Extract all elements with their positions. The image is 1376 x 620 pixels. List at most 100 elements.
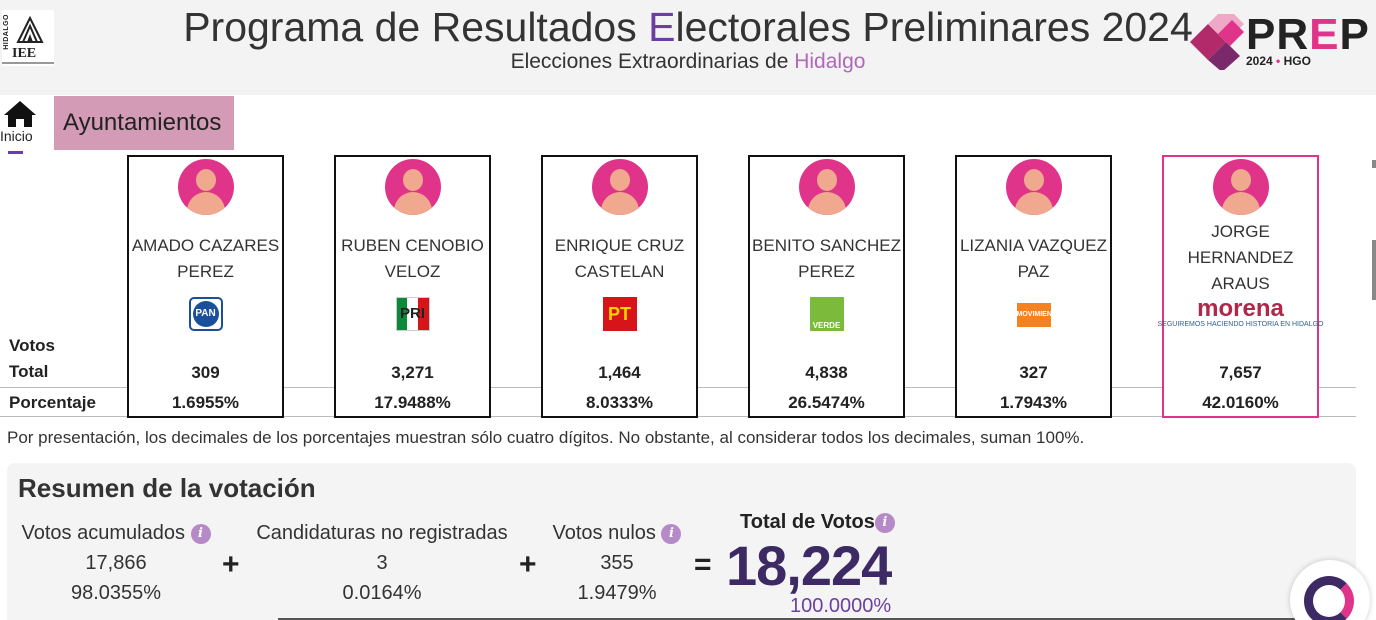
candidate-card-leading[interactable]: JORGE HERNANDEZ ARAUS morena SEGUIREMOS …	[1158, 155, 1323, 418]
candidate-card[interactable]: ENRIQUE CRUZ CASTELAN PT 1,464 8.0333%	[541, 155, 698, 418]
candidate-votes: 309	[191, 363, 220, 382]
avatar	[1212, 159, 1269, 215]
subtitle-part1: Elecciones Extraordinarias de	[510, 50, 795, 73]
summary-label: Votos nulos i	[550, 522, 684, 552]
candidate-percent: 1.6955%	[171, 393, 240, 412]
home-button[interactable]	[0, 100, 40, 150]
prep-state: HGO	[1283, 54, 1311, 68]
plus-sign: +	[222, 548, 240, 581]
candidate-percent: 8.0333%	[585, 393, 654, 412]
chat-assistant-button[interactable]	[1290, 560, 1370, 620]
page-subtitle: Elecciones Extraordinarias de Hidalgo	[0, 50, 1376, 74]
title-highlight: E	[648, 4, 676, 50]
candidate-percent: 26.5474%	[788, 393, 865, 412]
candidate-percent: 17.9488%	[374, 393, 451, 412]
candidate-votes: 4,838	[805, 363, 848, 382]
pan-logo-icon: PAN	[188, 297, 223, 331]
prep-subline: 2024 • HGO	[1246, 54, 1311, 68]
summary-votos-acumulados: Votos acumulados i 17,866 98.0355%	[18, 522, 214, 612]
row-label-votos: Votos	[9, 336, 55, 355]
percent-note: Por presentación, los decimales de los p…	[7, 428, 1085, 447]
home-active-indicator	[8, 151, 23, 154]
title-part2: lectorales Preliminares 2024	[675, 4, 1193, 50]
candidate-votes: 7,657	[1219, 363, 1262, 382]
avatar	[591, 159, 648, 215]
iee-emblem-icon	[16, 15, 44, 43]
acumulados-percent: 98.0355%	[70, 582, 162, 604]
home-label[interactable]: Inicio	[0, 128, 33, 144]
candidate-percent: 42.0160%	[1202, 393, 1279, 412]
movimiento-ciudadano-logo-icon: MOVIMIENTO CIUDADANO	[1016, 303, 1061, 342]
prep-word-p: P	[1339, 10, 1370, 59]
nulos-percent: 1.9479%	[577, 582, 657, 604]
candidate-percent: 1.7943%	[999, 393, 1068, 412]
avatar	[1005, 159, 1062, 215]
pan-logo-text: PAN	[192, 301, 219, 327]
info-icon[interactable]: i	[874, 513, 895, 533]
vote-summary-panel	[7, 463, 1356, 620]
no-registradas-label: Candidaturas no registradas	[256, 522, 508, 544]
prep-wordmark: PREP	[1246, 10, 1370, 60]
nulos-label: Votos nulos	[552, 522, 656, 544]
row-label-total: Total	[9, 362, 49, 381]
candidate-name: BENITO SANCHEZ PEREZ	[752, 236, 901, 281]
home-icon	[4, 101, 36, 127]
summary-votos-nulos: Votos nulos i 355 1.9479%	[550, 522, 684, 612]
equals-sign: =	[694, 548, 712, 581]
candidate-name: LIZANIA VAZQUEZ PAZ	[959, 236, 1108, 281]
summary-title: Resumen de la votación	[18, 473, 316, 503]
chat-icon	[1304, 576, 1354, 620]
pri-logo-icon: PRI	[395, 297, 430, 331]
avatar	[177, 159, 234, 215]
no-registradas-votes: 3	[376, 552, 388, 574]
scrollbar-arrow[interactable]	[1372, 160, 1376, 168]
prep-emblem-icon	[1190, 14, 1244, 70]
pri-logo-text: PRI	[399, 305, 425, 322]
candidate-votes: 3,271	[391, 363, 434, 382]
total-label: Total de Votos	[740, 511, 875, 533]
info-icon[interactable]: i	[661, 524, 682, 544]
candidate-card[interactable]: BENITO SANCHEZ PEREZ VERDE 4,838 26.5474…	[748, 155, 905, 418]
info-icon[interactable]: i	[190, 524, 211, 544]
total-percent: 100.0000%	[790, 595, 892, 617]
prep-word-pr: PR	[1246, 10, 1310, 59]
acumulados-votes: 17,866	[85, 552, 147, 574]
candidate-name: ENRIQUE CRUZ CASTELAN	[554, 236, 685, 281]
candidate-card[interactable]: AMADO CAZARES PEREZ PAN 309 1.6955%	[127, 155, 284, 418]
row-label-porcentaje: Porcentaje	[9, 393, 96, 412]
pt-logo-icon: PT	[602, 297, 637, 331]
iee-logo-line	[2, 62, 54, 64]
title-part1: Programa de Resultados	[183, 4, 649, 50]
page-title: Programa de Resultados Electorales Preli…	[0, 4, 1376, 51]
plus-sign: +	[519, 548, 537, 581]
morena-logo-text: morena	[1197, 295, 1284, 322]
summary-label: Votos acumulados i	[18, 522, 214, 552]
acumulados-label: Votos acumulados	[21, 522, 185, 544]
verde-logo-icon: VERDE	[809, 297, 844, 331]
total-votes: 18,224	[726, 534, 892, 597]
morena-slogan: SEGUIREMOS HACIENDO HISTORIA EN HIDALGO	[1157, 321, 1324, 328]
candidate-card[interactable]: LIZANIA VAZQUEZ PAZ MOVIMIENTO CIUDADANO…	[955, 155, 1112, 418]
iee-logo-text: IEE	[12, 46, 37, 61]
candidate-votes: 1,464	[598, 363, 641, 382]
prep-year: 2024	[1246, 54, 1273, 68]
iee-logo[interactable]: HIDALGO IEE	[2, 10, 54, 66]
candidate-name: AMADO CAZARES PEREZ	[131, 236, 280, 281]
avatar	[798, 159, 855, 215]
morena-logo-icon: morena SEGUIREMOS HACIENDO HISTORIA EN H…	[1158, 297, 1324, 329]
avatar	[384, 159, 441, 215]
nulos-votes: 355	[600, 552, 634, 574]
scrollbar-thumb[interactable]	[1372, 240, 1376, 300]
prep-word-e: E	[1309, 10, 1340, 59]
candidate-name: JORGE HERNANDEZ ARAUS	[1187, 222, 1294, 293]
subtitle-highlight: Hidalgo	[794, 50, 866, 73]
no-registradas-percent: 0.0164%	[342, 582, 422, 604]
candidate-votes: 327	[1019, 363, 1048, 382]
candidate-name: RUBEN CENOBIO VELOZ	[341, 236, 484, 281]
summary-divider	[278, 618, 1298, 620]
prep-dot: •	[1276, 54, 1281, 68]
prep-logo[interactable]: PREP 2024 • HGO	[1186, 8, 1376, 72]
candidate-card[interactable]: RUBEN CENOBIO VELOZ PRI 3,271 17.9488%	[334, 155, 491, 418]
tab-ayuntamientos[interactable]: Ayuntamientos	[54, 96, 234, 150]
header: HIDALGO IEE Programa de Resultados Elect…	[0, 0, 1376, 95]
